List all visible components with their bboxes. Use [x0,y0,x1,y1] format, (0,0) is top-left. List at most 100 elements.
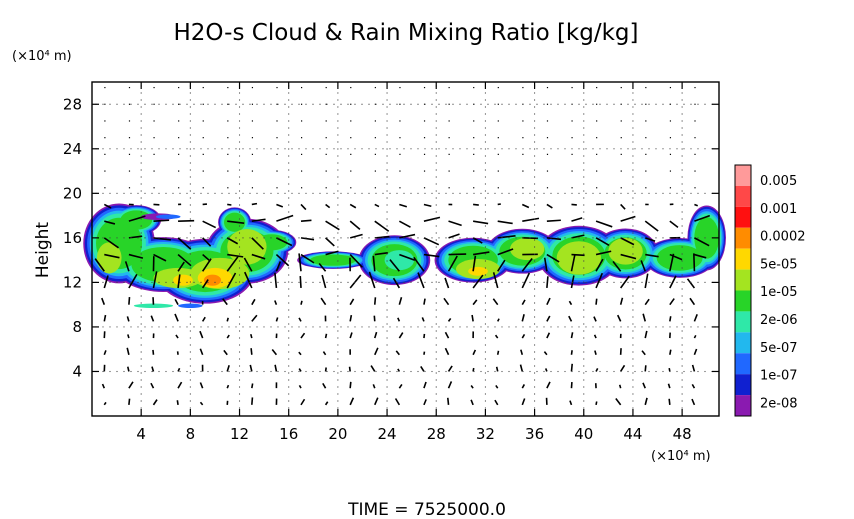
grid-dot [214,281,216,283]
grid-dot [189,106,191,108]
grid-dot [529,370,531,373]
grid-dot [435,260,437,262]
grid-dot [396,192,398,194]
grid-dot [431,103,433,105]
grid-dot [123,237,125,239]
grid-dot [417,281,419,283]
grid-dot [326,281,328,283]
grid-dot [571,192,573,194]
grid-dot [158,281,160,283]
grid-dot [238,281,241,283]
grid-dot [140,197,142,199]
grid-dot [189,260,191,262]
grid-dot [337,295,339,297]
grid-dot [102,192,104,194]
grid-dot [186,148,188,150]
grid-dot [284,237,286,239]
grid-dot [189,316,191,318]
grid-dot [207,103,209,105]
grid-dot [288,309,290,311]
grid-dot [681,239,683,241]
wind-vector [546,237,562,241]
wind-vector [244,271,253,289]
wind-vector [325,250,339,256]
grid-dot [137,326,139,328]
wind-vector [222,298,228,306]
grid-dot [508,370,510,373]
grid-dot [386,407,388,409]
grid-dot [137,192,139,194]
wind-vector [620,203,626,210]
wind-vector [571,217,583,222]
wind-vector [546,253,560,263]
grid-dot [681,400,683,402]
wind-vector [615,398,622,406]
grid-dot [130,192,132,194]
grid-dot [632,323,634,325]
grid-dot [123,370,125,373]
grid-dot [655,326,657,328]
grid-dot [578,237,580,239]
grid-dot [676,237,678,239]
colorbar-swatch [735,269,751,291]
grid-dot [340,326,342,328]
grid-dot [585,281,587,283]
grid-dot [179,148,181,150]
wind-vector [423,399,427,406]
grid-dot [140,323,142,325]
grid-dot [140,141,142,143]
grid-dot [238,148,241,150]
grid-dot [627,148,629,150]
grid-dot [533,316,536,318]
grid-dot [228,281,230,283]
grid-dot [347,103,349,105]
wind-vector [620,275,630,289]
grid-dot [238,183,241,185]
grid-dot [291,148,293,150]
grid-dot [312,148,314,150]
grid-dot [424,281,426,283]
grid-dot [681,106,683,108]
wind-vector [398,220,411,228]
grid-dot [704,281,706,283]
wind-vector [521,299,526,306]
grid-dot [676,370,678,373]
grid-dot [484,386,487,388]
grid-dot [140,225,142,227]
grid-dot [484,92,487,94]
grid-dot [683,370,685,373]
grid-dot [172,237,174,239]
grid-dot [263,192,265,194]
grid-dot [235,237,237,239]
grid-dot [564,237,566,239]
grid-dot [158,148,160,150]
grid-dot [533,358,536,360]
grid-dot [242,281,244,283]
grid-dot [632,120,634,122]
grid-dot [238,365,241,367]
grid-dot [238,267,241,269]
grid-dot [690,237,692,239]
wind-vector [153,219,170,222]
wind-vector [546,203,553,209]
grid-dot [501,281,503,283]
grid-dot [368,237,370,239]
grid-dot [494,103,496,105]
grid-dot [578,103,580,105]
grid-dot [620,281,622,283]
grid-dot [435,274,437,276]
grid-dot [681,302,683,304]
grid-dot [431,148,433,150]
grid-dot [403,192,405,194]
grid-dot [632,400,634,402]
grid-dot [386,379,388,381]
grid-dot [583,295,585,297]
grid-dot [337,365,339,367]
grid-dot [200,237,202,239]
grid-dot [340,148,342,150]
y-tick-label: 4 [72,362,82,380]
grid-dot [326,370,328,373]
grid-dot [140,337,142,339]
grid-dot [340,192,342,194]
grid-dot [543,370,545,373]
